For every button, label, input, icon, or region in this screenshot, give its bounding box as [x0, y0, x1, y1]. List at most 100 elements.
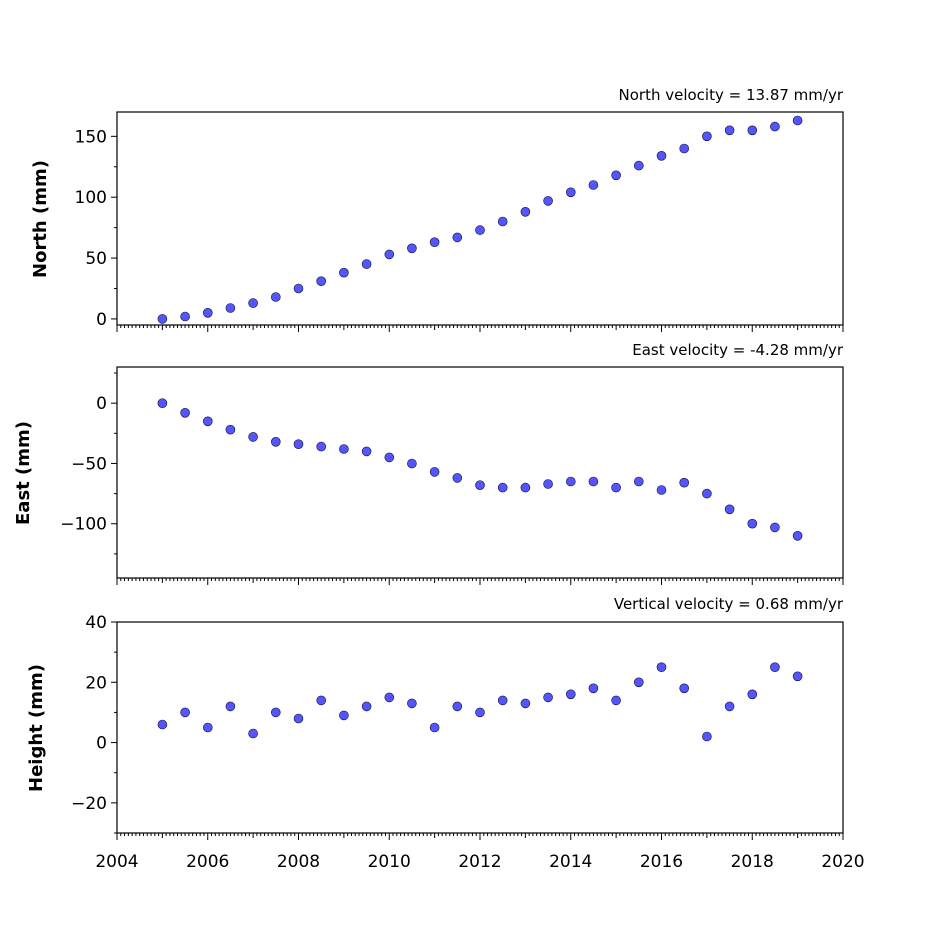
panel-east-point [497, 482, 508, 493]
panel-east-point [429, 467, 440, 477]
panel-north-point [361, 259, 372, 269]
panel-north-point [497, 216, 508, 227]
panel-north-point [452, 232, 463, 243]
panel-north-ytick-label: 0 [96, 310, 107, 330]
panel-north-point [270, 292, 281, 302]
panel-north-point [157, 314, 168, 324]
panel-north-point [429, 237, 440, 247]
panel-east-points [157, 398, 803, 541]
panel-north-point [724, 125, 735, 136]
panel-height-point [316, 695, 327, 706]
panel-east-point [180, 407, 190, 418]
panel-east-point [270, 436, 281, 447]
panel-north-point [293, 283, 304, 294]
panel-height-point [407, 698, 417, 709]
panel-height-ytick-label: 40 [85, 613, 107, 633]
panel-north: North velocity = 13.87 mm/yr North (mm) … [30, 86, 844, 332]
panel-height-point [361, 701, 372, 712]
panel-east-ytick-label: 0 [96, 394, 107, 414]
panel-east-point [724, 504, 735, 515]
panel-east-frame [116, 366, 844, 579]
panel-north-point [588, 180, 599, 190]
panel-north-point [770, 121, 780, 132]
panel-north-point [180, 311, 190, 322]
panel-east: East velocity = -4.28 mm/yr East (mm) 0 −… [13, 341, 844, 585]
panel-east-point [407, 458, 417, 469]
panel-height-point [293, 713, 304, 724]
panel-height-title: Vertical velocity = 0.68 mm/yr [614, 595, 844, 613]
panel-height-xtick-label: 2012 [458, 852, 501, 872]
panel-east-point [475, 480, 485, 491]
panel-height-xtick-label: 2020 [821, 852, 864, 872]
panel-height-point [792, 671, 803, 682]
panel-height-point [747, 689, 758, 700]
panel-north-point [679, 143, 690, 154]
panel-east-point [543, 479, 553, 489]
panel-height-point [384, 692, 395, 703]
panel-height-xtick-label: 2018 [731, 852, 774, 872]
panel-height-point [180, 707, 190, 718]
panel-east-title: East velocity = -4.28 mm/yr [632, 341, 844, 359]
panel-height-point [633, 677, 644, 688]
panel-height-point [588, 683, 599, 694]
panel-height-point [429, 722, 440, 733]
panel-height-point [248, 728, 258, 739]
panel-height-point [770, 662, 780, 673]
panel-east-ylabel: East (mm) [13, 421, 34, 525]
panel-height-point [702, 731, 712, 742]
panel-east-point [792, 530, 803, 541]
panel-east-point [633, 476, 644, 487]
panel-height-point [656, 662, 667, 673]
panel-east-point [203, 416, 213, 427]
panel-north-point [384, 249, 395, 260]
panel-north-point [792, 115, 803, 126]
panel-east-point [225, 424, 236, 435]
panel-east-point [293, 439, 304, 450]
panel-east-point [747, 518, 758, 529]
panel-height-xtick-label: 2014 [549, 852, 592, 872]
panel-north-point [702, 131, 712, 142]
panel-height: Vertical velocity = 0.68 mm/yr Height (m… [26, 595, 865, 872]
panel-height-xtick-label: 2010 [368, 852, 411, 872]
panel-east-point [679, 477, 690, 488]
panel-east-point [588, 476, 599, 487]
panel-east-point [702, 488, 712, 499]
panel-east-point [520, 482, 531, 493]
panel-height-xtick-label: 2016 [640, 852, 683, 872]
panel-height-point [679, 683, 690, 694]
panel-height-ylabel: Height (mm) [26, 664, 47, 792]
panel-east-ytick-label: −100 [60, 515, 107, 535]
panel-north-point [339, 267, 349, 278]
panel-height-point [724, 701, 735, 712]
panel-height-ytick-label: −20 [71, 794, 107, 814]
panel-height-point [270, 707, 281, 718]
panel-east-point [656, 485, 667, 495]
panel-north-points [157, 115, 803, 324]
panel-north-point [225, 303, 236, 313]
panel-north-point [475, 225, 485, 235]
panel-height-point [565, 689, 576, 700]
panel-height-xtick-label: 2006 [186, 852, 229, 872]
panel-east-point [611, 482, 621, 493]
panel-height-point [475, 707, 485, 718]
panel-north-point [520, 207, 531, 217]
panel-east-ytick-label: −50 [71, 454, 107, 474]
panel-north-point [633, 160, 644, 171]
panel-east-point [248, 432, 258, 442]
panel-east-point [384, 452, 395, 463]
panel-north-point [248, 298, 258, 308]
panel-height-point [339, 710, 349, 721]
panel-height-point [452, 701, 463, 712]
panel-height-point [157, 719, 168, 730]
panel-north-ylabel: North (mm) [30, 160, 51, 278]
panel-north-point [203, 307, 213, 318]
panel-east-point [339, 444, 349, 454]
panel-north-point [747, 125, 758, 136]
panel-east-point [770, 522, 780, 533]
panel-height-point [520, 698, 531, 709]
panel-east-point [452, 473, 463, 483]
panel-east-point [361, 446, 372, 457]
panel-north-point [543, 196, 553, 206]
